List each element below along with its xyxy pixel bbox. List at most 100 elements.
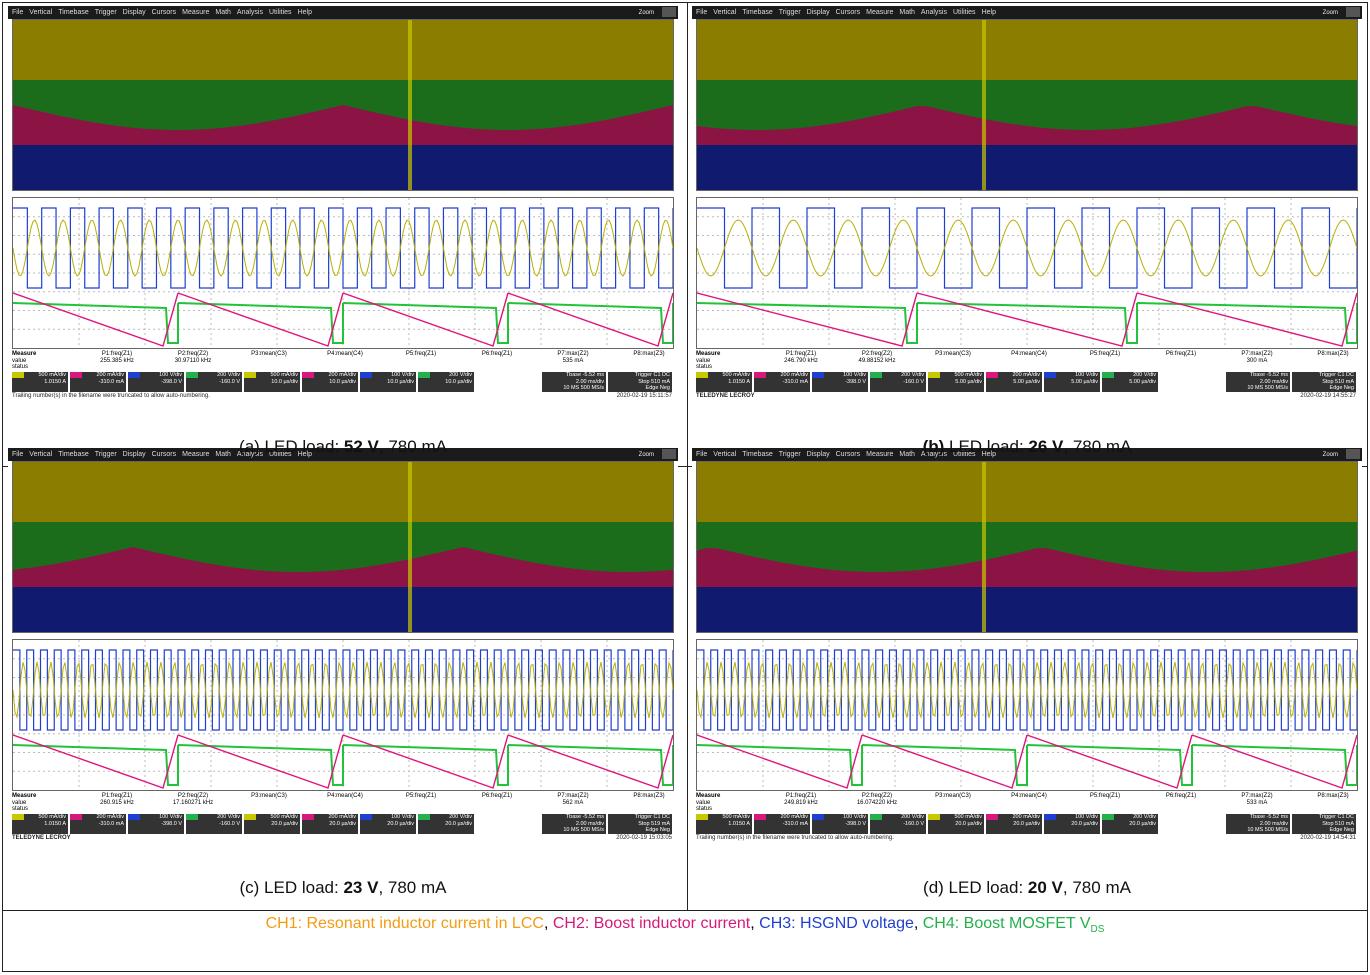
trigger-box[interactable]: Trigger C1 DC Stop 519 mA Edge Neg <box>608 814 672 834</box>
menu-item[interactable]: Measure <box>866 451 894 458</box>
menu-item[interactable]: Cursors <box>151 451 177 458</box>
measure-param[interactable]: P8:max(Z3) <box>614 351 684 358</box>
channel-chip[interactable]: 200 mA/div -310.0 mA <box>70 814 126 834</box>
channel-chip[interactable]: 100 V/div -398.0 V <box>812 814 868 834</box>
measure-param[interactable]: P5:freq(Z1) <box>1070 351 1140 358</box>
menu-item[interactable]: Help <box>981 451 996 458</box>
channel-chip[interactable]: 500 mA/div 5.00 µs/div <box>928 372 984 392</box>
timebase-box[interactable]: Tbase -5.52 ms 2.00 ms/div 10 MS 500 MS/s <box>542 814 606 834</box>
menu-item[interactable]: Math <box>899 9 915 16</box>
channel-chip[interactable]: 500 mA/div 1.0150 A <box>696 814 752 834</box>
menu-item[interactable]: Display <box>122 451 146 458</box>
menu-item[interactable]: File <box>12 9 24 16</box>
measure-param[interactable]: P1:freq(Z1) 246.790 kHz <box>766 351 836 364</box>
zoom-button[interactable]: Zoom <box>1323 449 1360 460</box>
menu-item[interactable]: Cursors <box>835 451 861 458</box>
channel-chip[interactable]: 200 mA/div -310.0 mA <box>754 814 810 834</box>
menu-item[interactable]: Analysis <box>236 9 263 16</box>
channel-chip[interactable]: 200 V/div -160.0 V <box>870 372 926 392</box>
measure-param[interactable]: P7:max(Z2) 562 mA <box>538 793 608 806</box>
trigger-box[interactable]: Trigger C1 DC Stop 510 mA Edge Neg <box>1292 814 1356 834</box>
channel-chip[interactable]: 200 mA/div -310.0 mA <box>754 372 810 392</box>
channel-chip[interactable]: 100 V/div 20.0 µs/div <box>360 814 416 834</box>
measure-param[interactable]: P1:freq(Z1) 260.915 kHz <box>82 793 152 806</box>
menu-item[interactable]: Utilities <box>269 451 292 458</box>
menu-item[interactable]: Display <box>122 9 146 16</box>
measure-param[interactable]: P6:freq(Z1) <box>462 793 532 800</box>
menu-item[interactable]: Analysis <box>236 451 263 458</box>
menu-item[interactable]: Measure <box>182 9 210 16</box>
measure-param[interactable]: P2:freq(Z2) 30.97110 kHz <box>158 351 228 364</box>
menu-item[interactable]: File <box>696 9 708 16</box>
channel-chip[interactable]: 500 mA/div 20.0 µs/div <box>244 814 300 834</box>
channel-chip[interactable]: 200 mA/div 5.00 µs/div <box>986 372 1042 392</box>
menu-item[interactable]: Trigger <box>94 451 117 458</box>
menu-item[interactable]: Vertical <box>29 451 53 458</box>
zoom-button[interactable]: Zoom <box>639 449 676 460</box>
channel-chip[interactable]: 100 V/div 10.0 µs/div <box>360 372 416 392</box>
channel-chip[interactable]: 200 V/div 20.0 µs/div <box>1102 814 1158 834</box>
menu-item[interactable]: Trigger <box>94 9 117 16</box>
channel-chip[interactable]: 200 V/div -160.0 V <box>186 814 242 834</box>
measure-param[interactable]: P4:mean(C4) <box>994 793 1064 800</box>
measure-param[interactable]: P6:freq(Z1) <box>1146 351 1216 358</box>
measure-param[interactable]: P4:mean(C4) <box>310 793 380 800</box>
timebase-box[interactable]: Tbase -5.52 ms 2.00 ms/div 10 MS 500 MS/s <box>1226 814 1290 834</box>
channel-chip[interactable]: 100 V/div -398.0 V <box>128 814 184 834</box>
menu-item[interactable]: Vertical <box>713 451 737 458</box>
menu-item[interactable]: Vertical <box>713 9 737 16</box>
measure-param[interactable]: P3:mean(C3) <box>234 793 304 800</box>
menu-item[interactable]: Display <box>806 451 830 458</box>
channel-chip[interactable]: 200 V/div 10.0 µs/div <box>418 372 474 392</box>
channel-chip[interactable]: 200 V/div -160.0 V <box>870 814 926 834</box>
channel-chip[interactable]: 500 mA/div 20.0 µs/div <box>928 814 984 834</box>
menu-item[interactable]: Math <box>215 9 231 16</box>
menu-item[interactable]: Measure <box>866 9 894 16</box>
timebase-box[interactable]: Tbase -5.52 ms 2.00 ms/div 10 MS 500 MS/s <box>1226 372 1290 392</box>
zoom-button[interactable]: Zoom <box>1323 7 1360 18</box>
measure-param[interactable]: P2:freq(Z2) 49.88152 kHz <box>842 351 912 364</box>
menu-item[interactable]: Timebase <box>742 451 773 458</box>
menu-item[interactable]: Help <box>981 9 996 16</box>
channel-chip[interactable]: 500 mA/div 1.0150 A <box>12 372 68 392</box>
measure-param[interactable]: P3:mean(C3) <box>234 351 304 358</box>
channel-chip[interactable]: 500 mA/div 1.0150 A <box>12 814 68 834</box>
menu-item[interactable]: File <box>696 451 708 458</box>
menu-item[interactable]: Vertical <box>29 9 53 16</box>
channel-chip[interactable]: 500 mA/div 1.0150 A <box>696 372 752 392</box>
measure-param[interactable]: P3:mean(C3) <box>918 793 988 800</box>
trigger-box[interactable]: Trigger C1 DC Stop 510 mA Edge Neg <box>1292 372 1356 392</box>
menu-item[interactable]: Timebase <box>58 451 89 458</box>
measure-param[interactable]: P6:freq(Z1) <box>462 351 532 358</box>
measure-param[interactable]: P5:freq(Z1) <box>1070 793 1140 800</box>
measure-param[interactable]: P4:mean(C4) <box>994 351 1064 358</box>
menu-item[interactable]: Display <box>806 9 830 16</box>
measure-param[interactable]: P7:max(Z2) 300 mA <box>1222 351 1292 364</box>
channel-chip[interactable]: 100 V/div 20.0 µs/div <box>1044 814 1100 834</box>
menu-item[interactable]: File <box>12 451 24 458</box>
menu-item[interactable]: Help <box>297 451 312 458</box>
menu-item[interactable]: Timebase <box>742 9 773 16</box>
measure-param[interactable]: P3:mean(C3) <box>918 351 988 358</box>
channel-chip[interactable]: 200 V/div -160.0 V <box>186 372 242 392</box>
menu-item[interactable]: Utilities <box>953 451 976 458</box>
measure-param[interactable]: P2:freq(Z2) 16.074220 kHz <box>842 793 912 806</box>
channel-chip[interactable]: 100 V/div -398.0 V <box>128 372 184 392</box>
measure-param[interactable]: P1:freq(Z1) 255.385 kHz <box>82 351 152 364</box>
channel-chip[interactable]: 100 V/div 5.00 µs/div <box>1044 372 1100 392</box>
measure-param[interactable]: P1:freq(Z1) 249.819 kHz <box>766 793 836 806</box>
timebase-box[interactable]: Tbase -5.52 ms 2.00 ms/div 10 MS 500 MS/s <box>542 372 606 392</box>
menu-item[interactable]: Analysis <box>920 9 947 16</box>
menu-item[interactable]: Help <box>297 9 312 16</box>
measure-param[interactable]: P5:freq(Z1) <box>386 793 456 800</box>
menu-item[interactable]: Utilities <box>269 9 292 16</box>
measure-param[interactable]: P7:max(Z2) 533 mA <box>1222 793 1292 806</box>
measure-param[interactable]: P8:max(Z3) <box>1298 793 1368 800</box>
trigger-box[interactable]: Trigger C1 DC Stop 510 mA Edge Neg <box>608 372 672 392</box>
channel-chip[interactable]: 200 V/div 5.00 µs/div <box>1102 372 1158 392</box>
measure-param[interactable]: P5:freq(Z1) <box>386 351 456 358</box>
measure-param[interactable]: P8:max(Z3) <box>614 793 684 800</box>
channel-chip[interactable]: 200 mA/div 20.0 µs/div <box>302 814 358 834</box>
measure-param[interactable]: P6:freq(Z1) <box>1146 793 1216 800</box>
menu-item[interactable]: Trigger <box>778 451 801 458</box>
